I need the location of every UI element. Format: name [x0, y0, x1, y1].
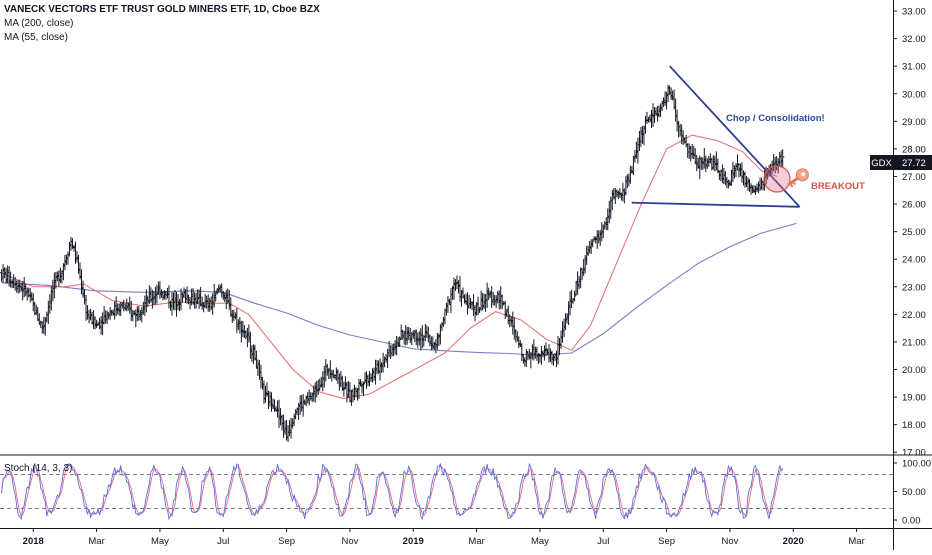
- price-tick-label: 32.00: [902, 34, 926, 45]
- price-bars-layer: [0, 84, 785, 443]
- ohlc-bar: [781, 149, 785, 168]
- time-tick-label: 2018: [23, 536, 44, 547]
- stoch-tick-label: 50.00: [902, 487, 926, 498]
- stoch-k-line: [1, 462, 784, 521]
- time-tick-label: Jul: [217, 536, 229, 547]
- trendline-layer[interactable]: [631, 65, 801, 208]
- time-tick-label: 2020: [783, 536, 804, 547]
- time-tick-label: Mar: [88, 536, 104, 547]
- time-axis[interactable]: 2018 Mar May Jul Sep Nov 2019 Mar May Jul Sep Nov 20…: [23, 528, 865, 547]
- trendline-lower: [631, 201, 800, 208]
- time-tick-label: Jul: [597, 536, 609, 547]
- time-tick-label: Nov: [341, 536, 358, 547]
- ohlc-bar: [572, 290, 577, 302]
- time-tick-label: Nov: [721, 536, 738, 547]
- time-tick-label: Sep: [278, 536, 295, 547]
- price-tick-label: 24.00: [902, 255, 926, 266]
- price-tick-label: 33.00: [902, 7, 926, 18]
- price-tick-label: 17.00: [902, 448, 926, 459]
- price-badge: GDX 27.72: [870, 155, 932, 170]
- price-tick-label: 28.00: [902, 144, 926, 155]
- ma55-layer: [1, 134, 778, 399]
- price-tick-label: 27.00: [902, 172, 926, 183]
- breakout-annotation: BREAKOUT: [811, 181, 865, 192]
- price-tick-label: 21.00: [902, 337, 926, 348]
- price-tick-label: 20.00: [902, 365, 926, 376]
- last-price-badge-bg: [894, 155, 932, 170]
- time-tick-label: Mar: [468, 536, 484, 547]
- ohlc-bar: [361, 382, 366, 397]
- price-tick-label: 31.00: [902, 62, 926, 73]
- stoch-tick-label: 100.00: [902, 459, 931, 470]
- price-tick-label: 26.00: [902, 200, 926, 211]
- time-tick-label: Mar: [848, 536, 864, 547]
- stochastic-pane: 100.00 50.00 0.00: [0, 459, 931, 527]
- price-tick-label: 23.00: [902, 282, 926, 293]
- symbol-badge-bg: [870, 155, 893, 170]
- legend-ma200: MA (200, close): [4, 18, 74, 29]
- time-tick-label: 2019: [403, 536, 424, 547]
- ma55-line: [1, 134, 778, 399]
- last-price-badge: 27.72: [902, 158, 926, 169]
- symbol-badge: GDX: [871, 158, 892, 169]
- breakout-circle: [763, 165, 791, 193]
- price-tick-label: 19.00: [902, 393, 926, 404]
- price-tick-label: 30.00: [902, 89, 926, 100]
- legend-ma55: MA (55, close): [4, 32, 68, 43]
- price-tick-label: 25.00: [902, 227, 926, 238]
- time-tick-label: May: [531, 536, 549, 547]
- trendline-upper: [669, 65, 801, 208]
- stoch-tick-label: 0.00: [902, 516, 921, 527]
- ohlc-bar: [591, 239, 595, 248]
- legend-title: VANECK VECTORS ETF TRUST GOLD MINERS ETF…: [4, 4, 320, 15]
- price-tick-label: 29.00: [902, 117, 926, 128]
- annotation-layer: Chop / Consolidation! BREAKOUT: [726, 113, 865, 193]
- pattern-annotation: Chop / Consolidation!: [726, 113, 825, 124]
- time-tick-label: May: [151, 536, 169, 547]
- key-icon: [787, 168, 809, 188]
- time-tick-label: Sep: [658, 536, 675, 547]
- price-tick-label: 18.00: [902, 420, 926, 431]
- price-tick-label: 22.00: [902, 310, 926, 321]
- chart-legend: VANECK VECTORS ETF TRUST GOLD MINERS ETF…: [4, 3, 320, 45]
- price-axis[interactable]: 33.00 32.00 31.00 30.00 29.00 28.00 27.00 26.00…: [893, 7, 926, 459]
- stoch-legend: Stoch (14, 3, 3): [4, 463, 73, 474]
